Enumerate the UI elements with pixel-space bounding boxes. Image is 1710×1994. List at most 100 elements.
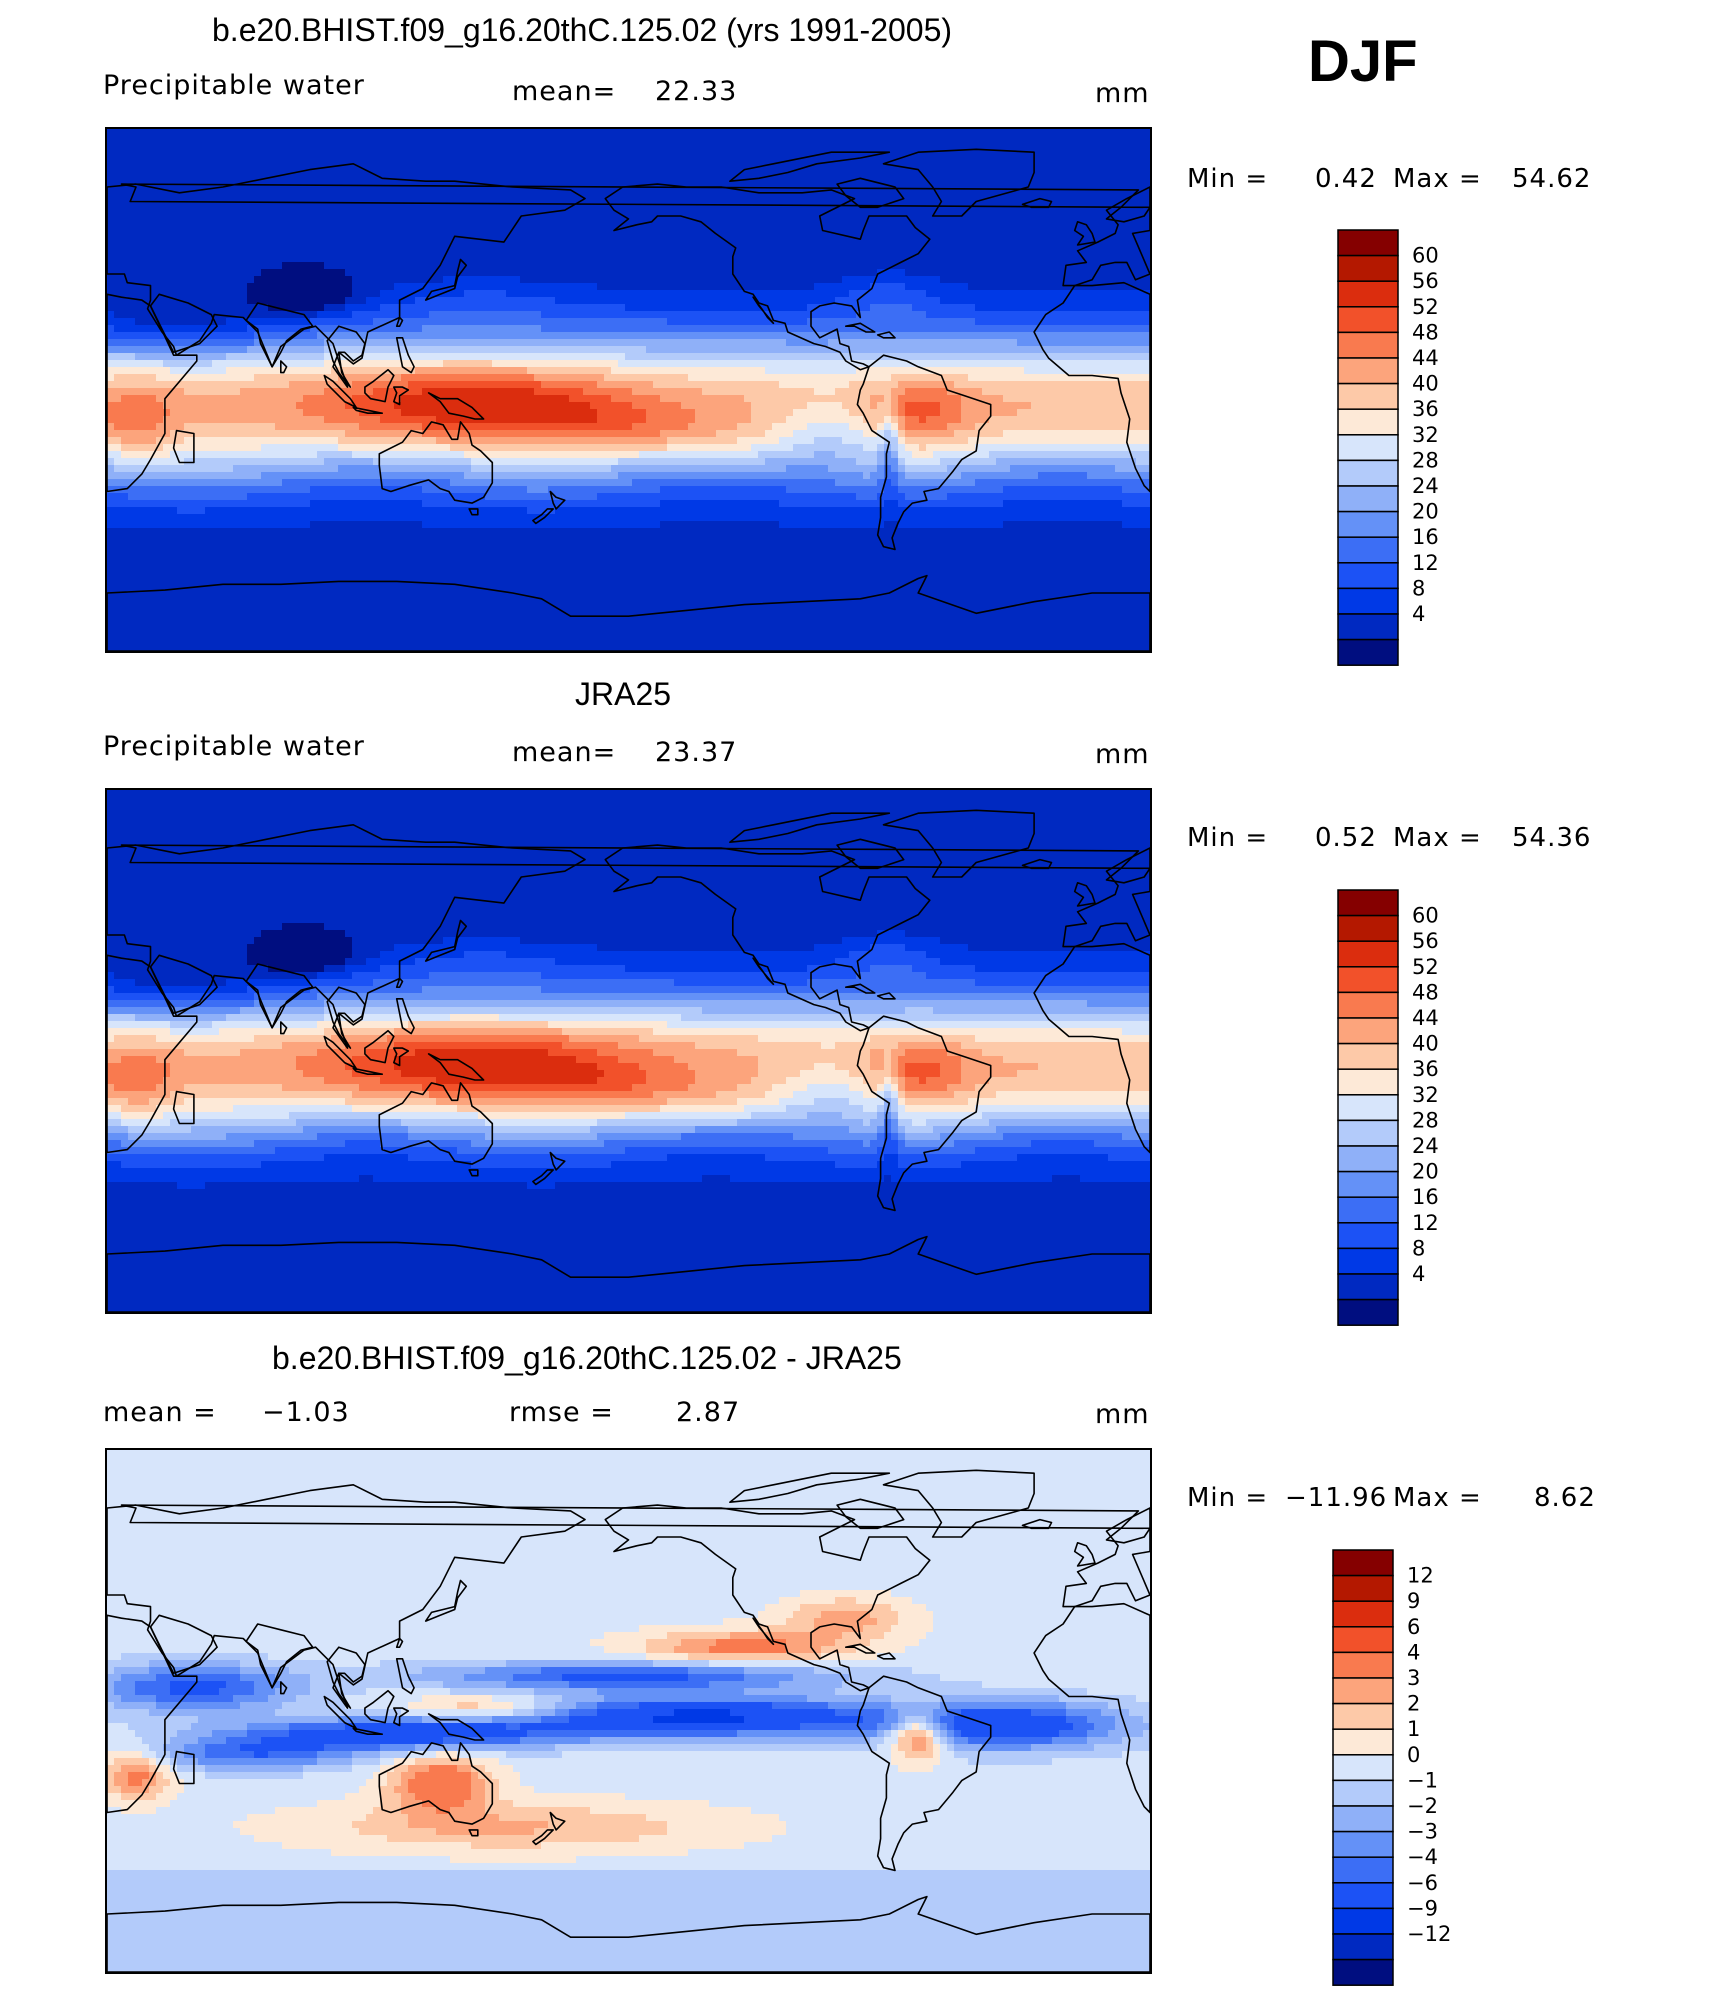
field-cell: [1073, 304, 1081, 312]
field-cell: [548, 241, 556, 249]
field-cell: [933, 192, 941, 200]
field-cell: [926, 311, 934, 319]
field-cell: [576, 269, 584, 277]
field-cell: [1024, 129, 1032, 137]
field-cell: [163, 136, 171, 144]
field-cell: [562, 192, 570, 200]
field-cell: [163, 192, 171, 200]
field-cell: [660, 206, 668, 214]
field-cell: [1136, 241, 1144, 249]
field-cell: [646, 332, 654, 340]
field-cell: [975, 192, 983, 200]
field-cell: [1052, 318, 1060, 326]
field-cell: [758, 185, 766, 193]
field-cell: [800, 353, 808, 361]
field-cell: [289, 129, 297, 137]
field-cell: [1010, 346, 1018, 354]
field-cell: [723, 311, 731, 319]
field-cell: [205, 311, 213, 319]
field-cell: [772, 192, 780, 200]
field-cell: [646, 283, 654, 291]
field-cell: [289, 192, 297, 200]
field-cell: [793, 129, 801, 137]
field-cell: [702, 185, 710, 193]
field-cell: [1101, 185, 1109, 193]
field-cell: [387, 206, 395, 214]
field-cell: [695, 339, 703, 347]
field-cell: [1010, 262, 1018, 270]
field-cell: [989, 353, 997, 361]
field-cell: [982, 199, 990, 207]
field-cell: [807, 178, 815, 186]
field-cell: [695, 206, 703, 214]
field-cell: [506, 283, 514, 291]
field-cell: [198, 346, 206, 354]
field-cell: [996, 290, 1004, 298]
field-cell: [513, 192, 521, 200]
field-cell: [1122, 129, 1130, 137]
field-cell: [1136, 220, 1144, 228]
field-cell: [478, 346, 486, 354]
field-cell: [597, 360, 605, 368]
field-cell: [996, 199, 1004, 207]
field-cell: [394, 178, 402, 186]
field-cell: [1122, 262, 1130, 270]
field-cell: [821, 136, 829, 144]
field-cell: [464, 283, 472, 291]
field-cell: [233, 311, 241, 319]
field-cell: [751, 192, 759, 200]
field-cell: [261, 276, 269, 284]
field-cell: [961, 192, 969, 200]
field-cell: [863, 332, 871, 340]
field-cell: [653, 353, 661, 361]
field-cell: [814, 150, 822, 158]
field-cell: [408, 136, 416, 144]
field-cell: [1129, 248, 1137, 256]
field-cell: [1031, 129, 1039, 137]
field-cell: [212, 283, 220, 291]
field-cell: [653, 290, 661, 298]
field-cell: [828, 262, 836, 270]
field-cell: [485, 192, 493, 200]
field-cell: [576, 157, 584, 165]
field-cell: [275, 297, 283, 305]
field-cell: [191, 353, 199, 361]
field-cell: [177, 353, 185, 361]
field-cell: [429, 325, 437, 333]
field-cell: [688, 185, 696, 193]
field-cell: [429, 353, 437, 361]
field-cell: [835, 290, 843, 298]
field-cell: [226, 318, 234, 326]
field-cell: [569, 276, 577, 284]
field-cell: [611, 353, 619, 361]
field-cell: [779, 206, 787, 214]
field-cell: [842, 136, 850, 144]
field-cell: [415, 304, 423, 312]
field-cell: [737, 297, 745, 305]
field-cell: [1073, 318, 1081, 326]
field-cell: [576, 304, 584, 312]
field-cell: [359, 227, 367, 235]
field-cell: [961, 220, 969, 228]
field-cell: [730, 262, 738, 270]
field-cell: [338, 283, 346, 291]
field-cell: [135, 346, 143, 354]
field-cell: [926, 290, 934, 298]
field-cell: [520, 360, 528, 368]
field-cell: [499, 171, 507, 179]
field-cell: [779, 199, 787, 207]
field-cell: [863, 269, 871, 277]
field-cell: [275, 178, 283, 186]
field-cell: [177, 164, 185, 172]
field-cell: [443, 360, 451, 368]
field-cell: [429, 276, 437, 284]
field-cell: [604, 150, 612, 158]
field-cell: [625, 325, 633, 333]
field-cell: [520, 213, 528, 221]
field-cell: [156, 178, 164, 186]
field-cell: [1031, 220, 1039, 228]
field-cell: [1115, 150, 1123, 158]
field-cell: [681, 290, 689, 298]
field-cell: [464, 262, 472, 270]
field-cell: [387, 185, 395, 193]
